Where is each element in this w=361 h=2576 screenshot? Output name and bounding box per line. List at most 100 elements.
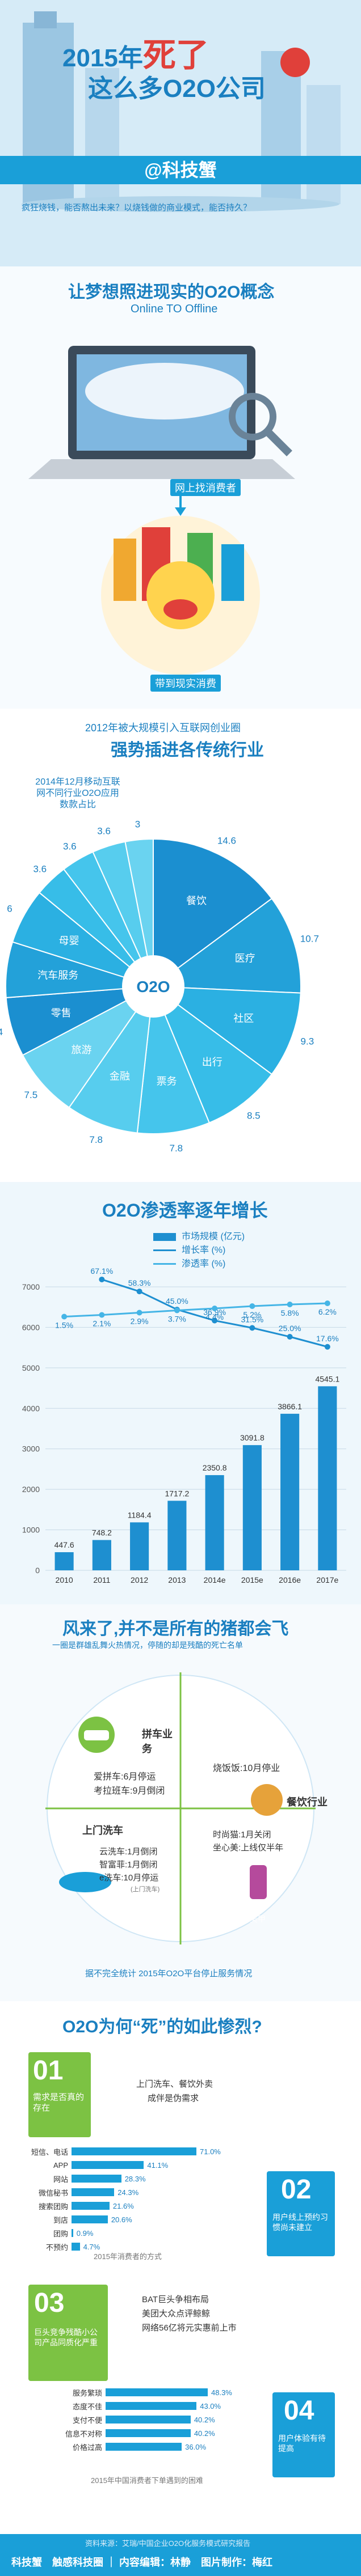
pie-center-label: O2O — [136, 978, 170, 995]
bar-value-label: 2350.8 — [203, 1463, 227, 1472]
bar — [130, 1522, 149, 1570]
reason-3-box: 03 巨头竞争残酷小公司产品同质化严重 — [28, 2285, 108, 2381]
growth-label: 31.5% — [241, 1315, 264, 1324]
hbar-label: 微信秘书 — [38, 2188, 68, 2197]
x-tick-label: 2012 — [131, 1575, 148, 1584]
hbar — [72, 2229, 73, 2237]
pie-value-label: 7.8 — [89, 1134, 103, 1145]
growth-point — [212, 1317, 218, 1324]
pie-value-label: 3.6 — [33, 863, 47, 874]
cat1-text-1: 爱拼车:6月停运 — [94, 1772, 156, 1782]
x-tick-label: 2013 — [168, 1575, 186, 1584]
hbar — [72, 2202, 110, 2210]
penetration-point — [249, 1303, 255, 1309]
pie-slice-label: 医疗 — [235, 953, 255, 964]
x-tick-label: 2015e — [241, 1575, 263, 1584]
hbar — [72, 2188, 115, 2196]
penetration-label: 2.1% — [93, 1319, 111, 1328]
hbar-value: 71.0% — [200, 2147, 221, 2156]
growth-label: 58.3% — [128, 1278, 151, 1287]
hero-section: 2015年死了 这么多O2O公司 @科技蟹 疯狂烧钱，能否熬出未来？以烧钱做的商… — [0, 0, 361, 266]
consume-bars: 短信、电话 71.0% APP 41.1% 网站 28.3% 微信秘书 24.3% 搜索团购 21… — [23, 2146, 250, 2252]
pie-slice-label: 社区 — [233, 1013, 254, 1024]
pie-slice-label: 餐饮 — [186, 895, 207, 906]
cat2-text-2: 智富菲:1月倒闭 — [99, 1860, 158, 1870]
bar-value-label: 3866.1 — [278, 1402, 302, 1411]
bar — [242, 1445, 262, 1570]
pie-slice-label: 母婴 — [59, 935, 79, 946]
hbar-label: 网站 — [53, 2175, 68, 2184]
growth-label: 36.9% — [203, 1307, 226, 1316]
legend-penetration-label: 渗透率 (%) — [182, 1259, 226, 1269]
reason-3-note-1: BAT巨头争相布局 — [142, 2295, 209, 2304]
hbar — [106, 2388, 208, 2396]
hbar-value: 4.7% — [83, 2242, 100, 2251]
penetration-point — [61, 1314, 68, 1320]
growth-point — [324, 1344, 330, 1350]
hbar — [72, 2161, 144, 2169]
hbar-label: APP — [53, 2160, 68, 2170]
bar-value-label: 3091.8 — [240, 1433, 265, 1442]
pie-slice-label: 零售 — [51, 1007, 72, 1019]
hbar-row: APP 41.1% — [23, 2159, 250, 2171]
industries-note: 2014年12月移动互联网不同行业O2O应用数款占比 — [35, 777, 120, 810]
pie-slice-label: 票务 — [157, 1075, 177, 1087]
growth-title: O2O渗透率逐年增长 — [102, 1200, 268, 1221]
legend-bar-swatch — [153, 1232, 176, 1241]
growth-point — [99, 1276, 105, 1282]
hbar-row: 价格过高 36.0% — [57, 2441, 261, 2452]
cat2-label: 上门洗车 — [82, 1825, 123, 1836]
reason-1-note-2: 成伴是伪需求 — [148, 2094, 199, 2103]
reason-4-number: 04 — [284, 2396, 314, 2426]
reason-4-caption: 2015年中国消费者下单遇到的困难 — [91, 2476, 203, 2485]
hbar-row: 微信秘书 24.3% — [23, 2187, 250, 2198]
offline-label: 带到现实消费 — [150, 675, 221, 692]
hbar-row: 搜索团购 21.6% — [23, 2200, 250, 2211]
hbar-value: 40.2% — [194, 2429, 215, 2438]
penetration-label: 5.2% — [243, 1310, 261, 1319]
bar — [205, 1475, 224, 1570]
bar — [280, 1413, 300, 1570]
hbar-label: 态度不佳 — [72, 2402, 102, 2411]
x-tick-label: 2016e — [279, 1575, 301, 1584]
cat3-text-1: 烧饭饭:10月停业 — [213, 1764, 280, 1773]
penetration-line — [64, 1302, 328, 1317]
bar-value-label: 4545.1 — [315, 1374, 339, 1383]
hbar-label: 到店 — [53, 2215, 68, 2225]
reason-1-note-1: 上门洗车、餐饮外卖 — [136, 2079, 213, 2089]
growth-label: 17.6% — [316, 1334, 339, 1343]
pie-slice — [153, 838, 273, 988]
cat1-label: 拼车业务 — [142, 1728, 173, 1755]
tagline: 疯狂烧钱，能否熬出未来？以烧钱做的商业模式，能否持久？ — [22, 203, 252, 213]
cat4-text-2: 坐心美:上线仅半年 — [213, 1843, 284, 1853]
hbar-value: 43.0% — [200, 2401, 221, 2410]
pie-slice — [136, 986, 211, 1134]
pie-value-label: 3 — [135, 819, 140, 829]
pie-value-label: 7.8 — [170, 1143, 183, 1154]
pie-value-label: 6 — [7, 903, 12, 914]
reason-4-text: 用户体验有待提高 — [278, 2434, 326, 2453]
reason-1-number: 01 — [33, 2056, 64, 2086]
pigs-illustration — [45, 1672, 316, 1944]
hbar-row: 服务繁琐 48.3% — [57, 2387, 261, 2398]
bar-value-label: 1717.2 — [165, 1489, 189, 1498]
cat4-text-1: 时尚猫:1月关闭 — [213, 1830, 271, 1840]
bar — [54, 1552, 74, 1570]
pie-value-label: 6.4 — [0, 1027, 3, 1037]
y-tick-label: 4000 — [22, 1404, 40, 1413]
footer: 资料来源：艾瑞/中国企业O2O化服务模式研究报告 科技蟹 触感科技圈 ｜ 内容编… — [0, 2534, 361, 2576]
pie-slice — [152, 897, 301, 994]
y-tick-label: 1000 — [22, 1526, 40, 1535]
pie-slice-label: 出行 — [202, 1056, 223, 1067]
growth-label: 67.1% — [91, 1266, 114, 1276]
hbar-value: 20.6% — [111, 2215, 132, 2224]
reason-4-box: 04 用户体验有待提高 — [272, 2392, 335, 2477]
pie-slice — [22, 986, 154, 1109]
hbar-label: 短信、电话 — [31, 2147, 68, 2156]
concept-title: 让梦想照进现实的O2O概念 — [68, 283, 275, 302]
penetration-point — [174, 1307, 180, 1314]
footer-source: 资料来源：艾瑞/中国企业O2O化服务模式研究报告 — [85, 2539, 251, 2548]
y-tick-label: 5000 — [22, 1363, 40, 1372]
penetration-label: 6.2% — [318, 1307, 337, 1316]
hbar-value: 0.9% — [76, 2228, 94, 2238]
